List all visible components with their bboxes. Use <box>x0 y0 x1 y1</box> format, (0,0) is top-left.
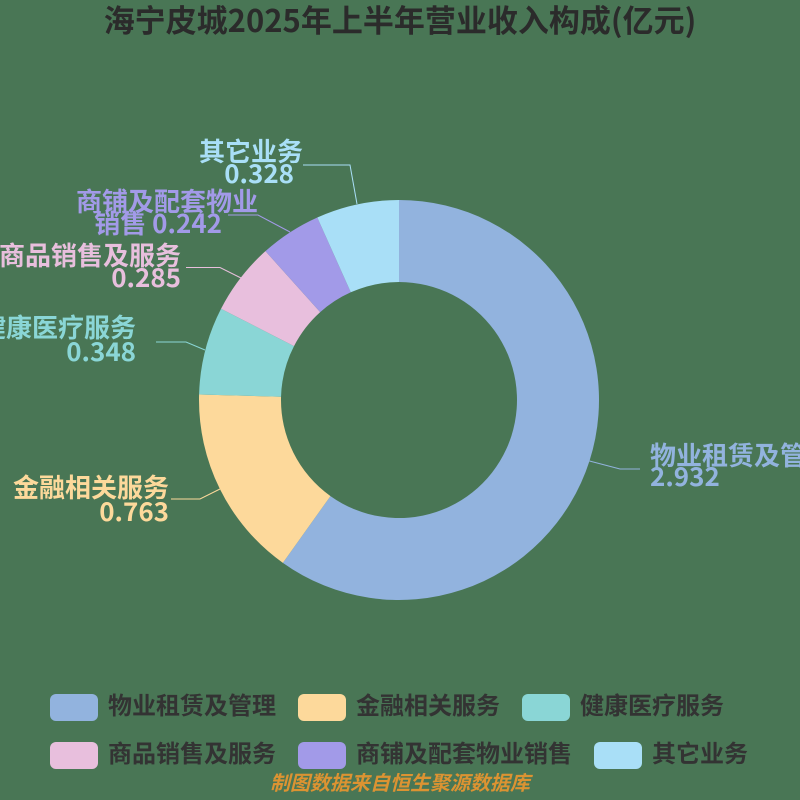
svg-text:0.328: 0.328 <box>224 154 294 191</box>
svg-text:2.932: 2.932 <box>650 457 720 494</box>
svg-text:商品销售及服务: 商品销售及服务 <box>108 734 276 769</box>
svg-text:健康医疗服务: 健康医疗服务 <box>580 686 724 721</box>
svg-text:商铺及配套物业销售: 商铺及配套物业销售 <box>356 734 572 769</box>
svg-text:制图数据来自恒生聚源数据库: 制图数据来自恒生聚源数据库 <box>270 767 533 796</box>
svg-text:0.285: 0.285 <box>111 258 181 295</box>
svg-text:物业租赁及管理: 物业租赁及管理 <box>108 686 276 721</box>
svg-text:销售 0.242: 销售 0.242 <box>94 204 222 241</box>
svg-text:0.348: 0.348 <box>66 332 136 369</box>
svg-text:其它业务: 其它业务 <box>652 734 748 769</box>
svg-text:金融相关服务: 金融相关服务 <box>356 686 500 721</box>
svg-text:0.763: 0.763 <box>99 492 169 529</box>
